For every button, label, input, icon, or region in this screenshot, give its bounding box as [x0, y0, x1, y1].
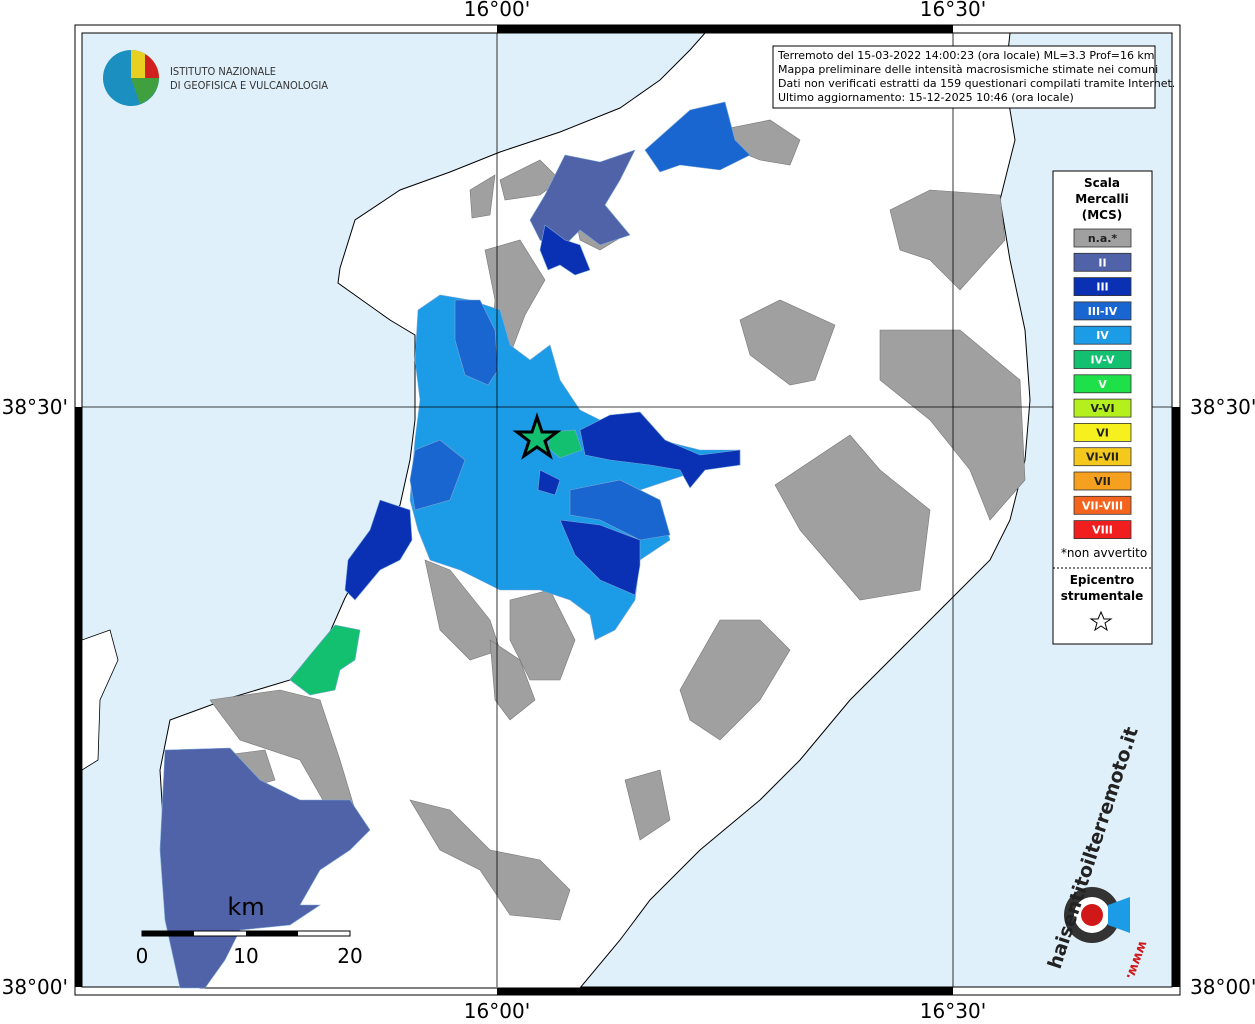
scale-bar — [246, 931, 298, 936]
watermark-logo — [1108, 897, 1130, 933]
legend-title: Scala — [1084, 176, 1120, 190]
area — [469, 174, 496, 219]
legend-swatch — [1073, 398, 1132, 418]
frame-bar — [497, 987, 953, 995]
scale-bar — [142, 931, 194, 936]
legend-swatch — [1073, 228, 1132, 248]
logo-globe — [145, 54, 159, 78]
legend-label: VII-VIII — [1082, 499, 1123, 512]
legend-label: V-VI — [1090, 402, 1114, 415]
legend-label: IV-V — [1090, 354, 1115, 367]
area — [409, 799, 571, 921]
area — [739, 299, 836, 386]
area — [559, 519, 641, 596]
area — [454, 299, 499, 386]
area — [889, 189, 1006, 291]
scale-tick: 20 — [337, 944, 362, 968]
institute-name: ISTITUTO NAZIONALE — [170, 65, 276, 78]
frame-bar — [1172, 407, 1180, 987]
legend-swatch — [1073, 520, 1132, 539]
lon-label: 16°30' — [920, 0, 986, 21]
legend-swatch — [1073, 447, 1132, 467]
logo-globe — [131, 78, 159, 104]
legend-swatch — [1073, 301, 1132, 321]
area — [529, 149, 636, 251]
legend-label: n.a.* — [1088, 232, 1118, 245]
epicenter-star — [512, 412, 562, 460]
scale-tick: 10 — [233, 944, 258, 968]
legend-label: VI — [1096, 426, 1109, 439]
legend-label: VI-VII — [1086, 451, 1119, 464]
area — [569, 479, 671, 541]
legend-swatch — [1073, 350, 1132, 369]
area — [409, 439, 466, 511]
info-box — [772, 45, 1156, 109]
legend-title: Mercalli — [1075, 192, 1129, 206]
info-line: Dati non verificati estratti da 159 ques… — [778, 77, 1175, 90]
legend-label: III-IV — [1088, 305, 1118, 318]
area — [539, 224, 591, 276]
area — [679, 619, 791, 741]
legend-swatch — [1073, 277, 1132, 297]
lat-label: 38°00' — [1190, 975, 1255, 999]
frame-bar — [75, 407, 82, 987]
scale-tick: 0 — [136, 944, 149, 968]
lat-label: 38°30' — [1190, 395, 1255, 419]
info-line: Ultimo aggiornamento: 15-12-2025 10:46 (… — [778, 91, 1074, 104]
area — [624, 769, 671, 841]
frame-bar — [497, 25, 953, 33]
area — [547, 429, 583, 459]
legend-swatch — [1073, 422, 1132, 442]
legend-swatch — [1073, 495, 1132, 515]
watermark-logo — [1081, 904, 1103, 926]
legend-epicenter: strumentale — [1061, 589, 1144, 603]
lat-label: 38°00' — [2, 975, 68, 999]
lat-label: 38°30' — [2, 395, 68, 419]
area — [579, 411, 741, 489]
legend-label: II — [1098, 256, 1106, 269]
legend-swatch — [1073, 325, 1132, 345]
legend-star — [1089, 610, 1113, 632]
lon-label: 16°30' — [920, 999, 986, 1023]
info-line: Mappa preliminare delle intensità macros… — [778, 63, 1158, 76]
legend-title: (MCS) — [1082, 208, 1123, 222]
area — [644, 101, 751, 173]
legend-note: *non avvertito — [1061, 546, 1147, 560]
scale-unit: km — [227, 893, 264, 921]
institute-name: DI GEOFISICA E VULCANOLOGIA — [170, 79, 328, 92]
area — [774, 434, 931, 601]
area — [289, 624, 361, 696]
area — [159, 747, 371, 989]
area — [489, 639, 536, 721]
legend-label: VIII — [1092, 524, 1113, 537]
legend-label: III — [1096, 281, 1108, 294]
legend-label: IV — [1096, 329, 1109, 342]
sicily-land — [81, 629, 119, 771]
legend: Scala Mercalli (MCS) *non avvertito Epic… — [1052, 170, 1153, 645]
area — [537, 469, 561, 496]
info-line: Terremoto del 15-03-2022 14:00:23 (ora l… — [777, 49, 1155, 62]
area — [879, 329, 1026, 521]
legend-epicenter: Epicentro — [1070, 573, 1135, 587]
lon-label: 16°00' — [464, 999, 530, 1023]
lon-label: 16°00' — [464, 0, 530, 21]
legend-swatch — [1073, 252, 1132, 272]
legend-label: V — [1098, 378, 1107, 391]
legend-label: VII — [1094, 475, 1111, 488]
legend-swatch — [1073, 471, 1132, 491]
legend-swatch — [1073, 374, 1132, 394]
area — [344, 499, 413, 601]
